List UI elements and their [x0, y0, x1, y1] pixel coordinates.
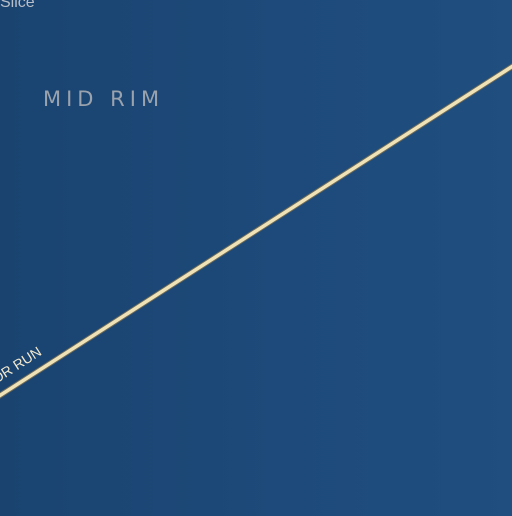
region-label: MID RIM — [43, 87, 165, 111]
road[interactable] — [0, 64, 512, 398]
poi-label[interactable]: Slice — [0, 0, 35, 11]
